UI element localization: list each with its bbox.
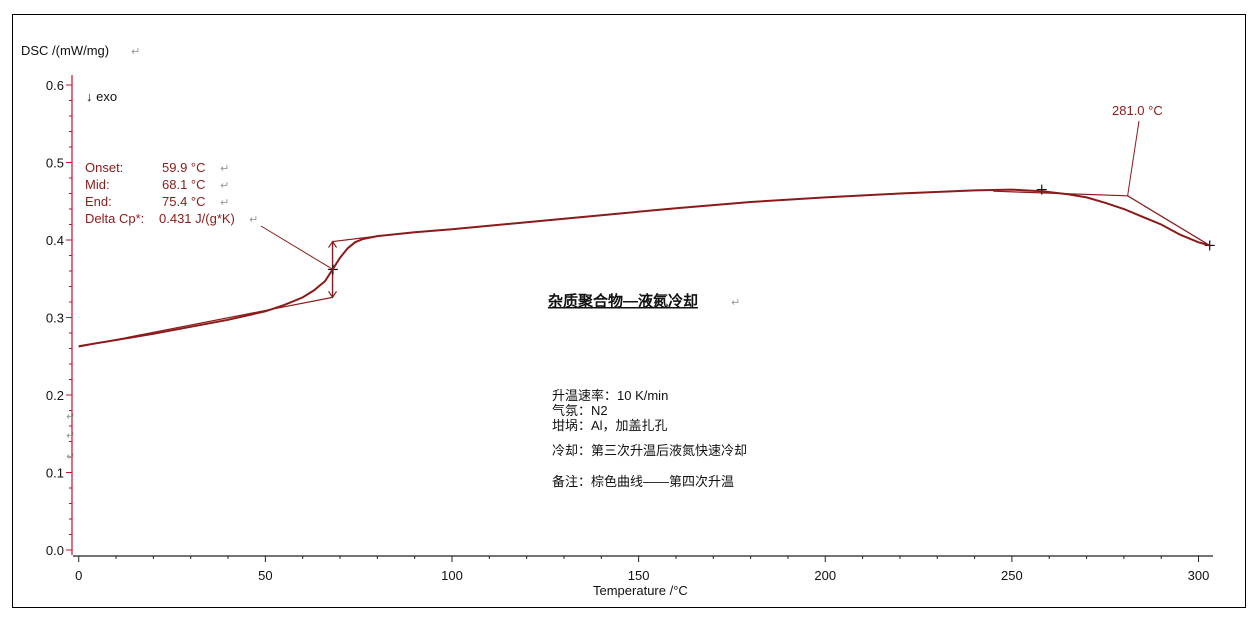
x-tick-label: 50 bbox=[258, 568, 272, 583]
annotation-lines bbox=[78, 120, 1215, 348]
x-tick-label: 200 bbox=[814, 568, 836, 583]
y-tick-label: 0.3 bbox=[46, 311, 64, 326]
glass-transition-leader bbox=[260, 225, 334, 270]
paragraph-mark: ↵ bbox=[220, 180, 229, 192]
peak-temperature-label: 281.0 °C bbox=[1112, 103, 1163, 118]
y-tick-label: 0.6 bbox=[46, 78, 64, 93]
paragraph-mark: ↵ bbox=[220, 197, 229, 209]
x-tick-label: 0 bbox=[75, 568, 82, 583]
delta-cp-arrow-down bbox=[328, 291, 338, 299]
paragraph-mark: ↵ bbox=[66, 430, 75, 442]
condition-crucible: 坩埚：Al，加盖扎孔 bbox=[552, 418, 668, 433]
condition-cooling: 冷却：第三次升温后液氮快速冷却 bbox=[552, 443, 747, 458]
y-tick-label: 0.2 bbox=[46, 388, 64, 403]
dsc-curve bbox=[78, 188, 1210, 348]
delta-cp-label: Delta Cp*: bbox=[85, 211, 144, 226]
x-tick-label: 150 bbox=[628, 568, 650, 583]
condition-heating-rate: 升温速率：10 K/min bbox=[552, 388, 668, 403]
x-axis-label: Temperature /°C bbox=[593, 583, 688, 598]
delta-cp-arrow-up bbox=[328, 240, 338, 248]
mid-label: Mid: bbox=[85, 177, 110, 192]
delta-cp-value: 0.431 J/(g*K) bbox=[159, 211, 235, 226]
x-tick-label: 250 bbox=[1001, 568, 1023, 583]
paragraph-mark: ↵ bbox=[66, 451, 75, 463]
y-tick-label: 0.4 bbox=[46, 233, 64, 248]
x-tick-label: 300 bbox=[1188, 568, 1210, 583]
x-tick-label: 100 bbox=[441, 568, 463, 583]
y-axis-label: DSC /(mW/mg) bbox=[21, 43, 109, 58]
minor-ticks bbox=[69, 100, 1162, 559]
condition-atmosphere: 气氛：N2 bbox=[552, 403, 608, 418]
end-value: 75.4 °C bbox=[162, 194, 206, 209]
dsc-chart: DSC /(mW/mg) ↵ Temperature /°C ↓ exo ↵ ↵… bbox=[21, 43, 1215, 598]
major-ticks bbox=[66, 84, 1200, 562]
peak-leader bbox=[1127, 120, 1140, 196]
paragraph-mark: ↵ bbox=[66, 411, 75, 423]
onset-label: Onset: bbox=[85, 160, 123, 175]
mid-value: 68.1 °C bbox=[162, 177, 206, 192]
glass-transition-results: Onset: 59.9 °C ↵ Mid: 68.1 °C ↵ End: 75.… bbox=[85, 160, 258, 226]
chart-heading: 杂质聚合物—液氮冷却 bbox=[548, 292, 698, 310]
paragraph-mark: ↵ bbox=[220, 163, 229, 175]
paragraph-mark: ↵ bbox=[731, 297, 740, 309]
y-tick-label: 0.5 bbox=[46, 156, 64, 171]
chart-frame: DSC /(mW/mg) ↵ Temperature /°C ↓ exo ↵ ↵… bbox=[12, 14, 1246, 608]
peak-tangent-right bbox=[1127, 195, 1211, 246]
conditions-block: 升温速率：10 K/min 气氛：N2 坩埚：Al，加盖扎孔 冷却：第三次升温后… bbox=[552, 388, 747, 489]
condition-note: 备注：棕色曲线——第四次升温 bbox=[552, 474, 734, 489]
y-axis-label-mark: ↵ bbox=[131, 46, 140, 58]
paragraph-mark: ↵ bbox=[249, 214, 258, 226]
end-label: End: bbox=[85, 194, 112, 209]
onset-value: 59.9 °C bbox=[162, 160, 206, 175]
exo-label: ↓ exo bbox=[86, 89, 117, 104]
y-tick-label: 0.0 bbox=[46, 543, 64, 558]
y-tick-label: 0.1 bbox=[46, 466, 64, 481]
